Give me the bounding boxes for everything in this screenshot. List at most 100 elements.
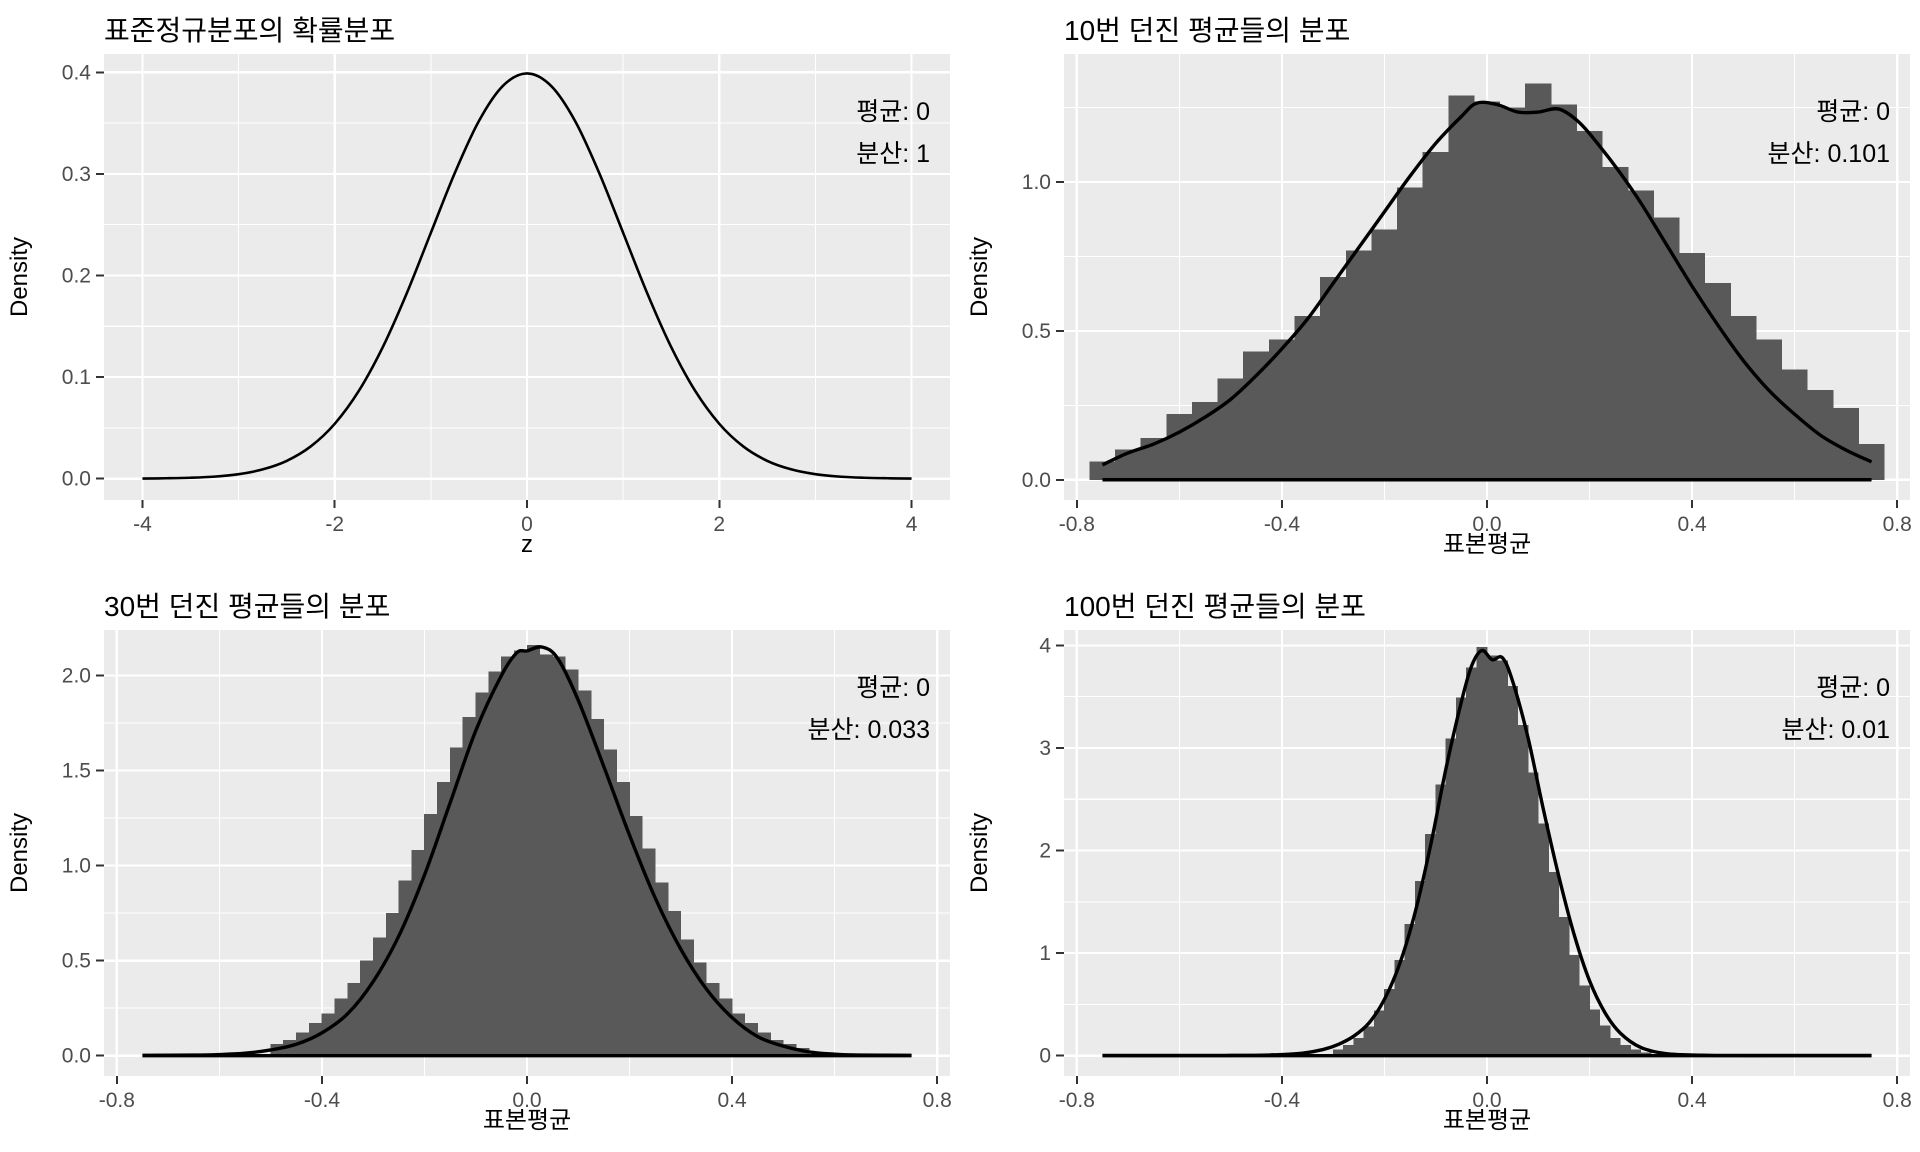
y-tick-label: 0.0 xyxy=(62,468,91,491)
y-tick-label: 0.4 xyxy=(62,61,92,84)
x-axis-title: 표본평균 xyxy=(483,1107,571,1134)
x-axis-title: 표본평균 xyxy=(1443,531,1531,558)
histogram-bar xyxy=(1455,697,1467,1056)
density-curve xyxy=(142,645,912,1057)
histogram-bar xyxy=(1576,131,1603,480)
histogram-bar xyxy=(513,650,528,1056)
histogram-bar xyxy=(1191,402,1219,480)
stat-annotation: 평균: 0 분산: 0.033 xyxy=(808,674,930,744)
y-tick-labels: 0.0 0.5 1.0 xyxy=(1022,171,1051,492)
histogram-bar xyxy=(1363,1026,1375,1056)
histogram-bar xyxy=(1373,1010,1385,1056)
histogram-bar xyxy=(424,814,438,1056)
histogram-bar xyxy=(1466,667,1477,1056)
x-tick-label: 0 xyxy=(521,513,533,536)
histogram-bar xyxy=(1397,187,1424,480)
y-tick-label: 0.3 xyxy=(62,163,91,186)
x-tick-label: 0.8 xyxy=(1883,513,1912,536)
axis-tick-marks xyxy=(96,674,939,1084)
histogram-bar xyxy=(1525,83,1552,481)
stat-annotation: 평균: 0 분산: 1 xyxy=(856,98,930,168)
normal-pdf-curve xyxy=(142,72,912,480)
x-tick-label: -0.4 xyxy=(1264,513,1301,536)
y-tick-label: 1.0 xyxy=(62,855,91,878)
y-tick-label: 0.2 xyxy=(62,264,91,287)
x-tick-label: 0.0 xyxy=(512,1089,541,1112)
histogram-bar xyxy=(526,644,541,1056)
histogram-bars xyxy=(1332,647,1652,1056)
y-tick-label: 1.0 xyxy=(1022,171,1051,194)
variance-annotation: 분산: 1 xyxy=(856,140,930,168)
y-axis-title: Density xyxy=(6,237,33,317)
histogram-bar xyxy=(1353,1038,1365,1056)
histogram-bar xyxy=(334,998,348,1056)
histogram-bar xyxy=(1294,315,1321,480)
histogram-bars xyxy=(1089,83,1885,481)
histogram-bar xyxy=(552,656,566,1056)
y-axis-title: Density xyxy=(6,813,33,893)
variance-annotation: 분산: 0.01 xyxy=(1781,716,1890,744)
histogram-bar xyxy=(578,690,592,1056)
variance-annotation: 분산: 0.033 xyxy=(808,716,930,744)
histogram-bar xyxy=(1371,229,1398,480)
histogram-bar xyxy=(488,671,502,1056)
x-tick-label: -0.8 xyxy=(1059,1089,1095,1112)
x-tick-labels: -0.8 -0.4 0.0 0.4 0.8 xyxy=(1059,513,1912,536)
y-tick-labels: 0.0 0.5 1.0 1.5 2.0 xyxy=(62,665,91,1068)
histogram-bar xyxy=(1243,351,1270,481)
stat-annotation: 평균: 0 분산: 0.01 xyxy=(1781,674,1890,744)
chart-svg-standard-normal: -4 -2 0 2 4 0.0 0.1 0.2 0.3 0.4 z Density 표준정규분포의 확률… xyxy=(6,15,950,558)
histogram-bar xyxy=(1568,954,1580,1056)
density-curve xyxy=(1101,100,1873,467)
histogram-bar xyxy=(1422,152,1449,480)
y-tick-label: 0.1 xyxy=(62,366,91,389)
mean-annotation: 평균: 0 xyxy=(856,674,930,702)
chart-title: 100번 던진 평균들의 분포 xyxy=(1064,591,1366,622)
chart-standard-normal: -4 -2 0 2 4 0.0 0.1 0.2 0.3 0.4 z Density 표준정규분포의 확률… xyxy=(0,0,960,576)
histogram-bar xyxy=(1538,823,1549,1056)
axis-tick-marks xyxy=(96,71,913,508)
histogram-bar xyxy=(1679,253,1706,480)
axis-tick-marks xyxy=(1056,181,1899,508)
x-tick-labels: -0.8 -0.4 0.0 0.4 0.8 xyxy=(1059,1089,1912,1112)
x-tick-labels: -0.8 -0.4 0.0 0.4 0.8 xyxy=(99,1089,952,1112)
y-tick-label: 2 xyxy=(1039,840,1051,863)
histogram-bars xyxy=(270,644,810,1056)
y-tick-labels: 0 1 2 3 4 xyxy=(1039,634,1051,1067)
histogram-bar xyxy=(372,937,387,1056)
x-tick-labels: -4 -2 0 2 4 xyxy=(133,513,918,536)
histogram-bar xyxy=(565,669,579,1056)
x-tick-label: 0.0 xyxy=(1472,1089,1501,1112)
y-tick-label: 1.5 xyxy=(62,760,91,783)
y-tick-labels: 0.0 0.1 0.2 0.3 0.4 xyxy=(62,61,92,490)
density-curve xyxy=(1102,648,1872,1058)
chart-svg-mean-of-30-tosses: -0.8 -0.4 0.0 0.4 0.8 0.0 0.5 1.0 1.5 2.0 표본평균 Dens… xyxy=(6,591,952,1134)
histogram-bar xyxy=(1507,686,1519,1056)
histogram-bar xyxy=(321,1013,335,1056)
histogram-bar xyxy=(1445,738,1457,1056)
histogram-bar xyxy=(1602,166,1629,480)
y-tick-label: 1 xyxy=(1039,942,1051,965)
histogram-bar xyxy=(1550,104,1577,481)
histogram-bar xyxy=(590,719,605,1056)
histogram-bar xyxy=(1579,985,1590,1056)
histogram-bar xyxy=(1627,190,1654,481)
histogram-bar xyxy=(1781,369,1808,480)
histogram-bar xyxy=(462,717,476,1056)
x-tick-label: 0.0 xyxy=(1472,513,1501,536)
histogram-bar xyxy=(1589,1009,1601,1056)
y-tick-label: 3 xyxy=(1039,737,1051,760)
x-tick-label: -2 xyxy=(325,513,344,536)
histogram-bar xyxy=(1497,660,1508,1056)
x-tick-label: 0.4 xyxy=(1677,1089,1707,1112)
mean-annotation: 평균: 0 xyxy=(1816,98,1890,126)
histogram-bar xyxy=(347,983,361,1056)
histogram-bar xyxy=(1166,414,1193,480)
mean-annotation: 평균: 0 xyxy=(856,98,930,126)
histogram-bar xyxy=(1499,107,1526,480)
y-tick-label: 0.5 xyxy=(1022,320,1051,343)
histogram-bar xyxy=(360,960,374,1056)
x-tick-label: 0.4 xyxy=(1677,513,1707,536)
chart-mean-of-10-tosses: -0.8 -0.4 0.0 0.4 0.8 0.0 0.5 1.0 표본평균 Density 10번… xyxy=(960,0,1920,576)
histogram-bar xyxy=(1548,871,1560,1056)
